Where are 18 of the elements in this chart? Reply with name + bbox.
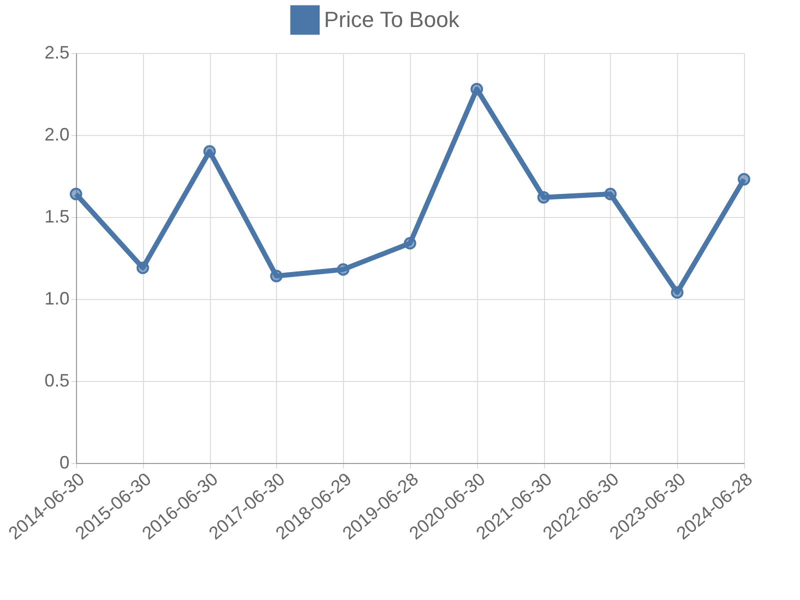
point xyxy=(203,145,216,158)
y-tick-label: 1.0 xyxy=(44,288,70,308)
point xyxy=(738,173,750,186)
point xyxy=(670,286,684,299)
legend-label: Price To Book xyxy=(324,7,460,32)
point xyxy=(136,262,150,274)
y-tick-label: 2.5 xyxy=(44,42,70,62)
y-tick-label: 0.5 xyxy=(44,370,70,390)
point xyxy=(604,188,617,200)
y-tick-label: 2.0 xyxy=(44,124,70,144)
point xyxy=(404,237,416,250)
y-tick-label: 1.5 xyxy=(44,206,70,226)
point xyxy=(336,263,350,276)
point xyxy=(70,188,82,200)
y-tick-label: 0 xyxy=(59,452,70,472)
point xyxy=(537,191,550,204)
point xyxy=(470,82,484,96)
point xyxy=(270,270,283,282)
